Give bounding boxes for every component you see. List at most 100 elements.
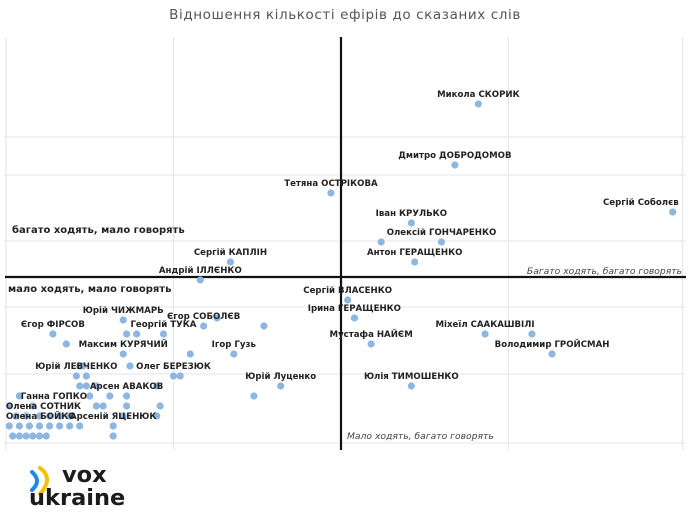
scatter-point	[76, 422, 84, 430]
quadrant-label-top-left: багато ходять, мало говорять	[12, 224, 185, 236]
point-label: Георгій ТУКА	[130, 319, 196, 330]
scatter-point	[344, 296, 352, 304]
scatter-point	[15, 422, 23, 430]
scatter-point	[72, 372, 80, 380]
quadrant-label-bottom-left: мало ходять, мало говорять	[8, 284, 171, 295]
point-label: Міхеїл СААКАШВІЛІ	[436, 319, 535, 330]
vox-ukraine-logo	[30, 466, 49, 496]
point-label: Максим КУРЯЧИЙ	[79, 338, 168, 350]
scatter-point	[35, 412, 44, 420]
axes	[5, 37, 686, 450]
point-label: Ірина ГЕРАЩЕНКО	[308, 304, 401, 314]
scatter-point	[99, 402, 107, 410]
logo-line-ukraine: ukraine	[29, 485, 126, 511]
scatter-point	[200, 322, 208, 330]
point-label: Олег БЕРЕЗЮК	[136, 362, 211, 372]
scatter-point	[196, 276, 204, 284]
point-label: Микола СКОРИК	[437, 90, 520, 100]
scatter-point	[29, 432, 37, 440]
scatter-point	[22, 412, 30, 420]
scatter-point	[350, 314, 358, 322]
scatter-point	[213, 314, 221, 322]
scatter-point	[109, 432, 117, 440]
scatter-point	[76, 382, 84, 390]
point-labels: Микола СКОРИК Дмитро ДОБРОДОМОВ Тетяна ОСТ…	[6, 90, 679, 422]
scatter-point	[327, 189, 335, 197]
point-label: Олексій ГОНЧАРЕНКО	[387, 227, 497, 238]
scatter-point	[119, 350, 127, 358]
point-label: Олена СОТНИК	[6, 402, 81, 412]
point-label: Ігор Гузь	[212, 340, 257, 350]
scatter-point	[56, 412, 64, 420]
scatter-point	[82, 382, 90, 390]
scatter-point	[250, 392, 258, 400]
scatter-point	[92, 382, 101, 390]
point-label: Юрій ЛЕВЧЕНКО	[35, 361, 117, 372]
scatter-point	[474, 100, 482, 108]
scatter-point	[123, 392, 131, 400]
scatter-point	[66, 422, 74, 430]
point-label: Мустафа НАЙЄМ	[330, 328, 413, 340]
point-label: Олена БОЙКО	[6, 410, 76, 422]
scatter-point	[367, 340, 375, 348]
scatter-point	[5, 422, 13, 430]
point-label: Дмитро ДОБРОДОМОВ	[398, 151, 511, 161]
scatter-point	[669, 208, 677, 216]
point-label: Арсен АВАКОВ	[90, 382, 163, 392]
scatter-point	[156, 402, 164, 410]
scatter-point	[25, 422, 34, 430]
scatter-point	[45, 412, 54, 420]
points	[5, 100, 677, 440]
scatter-point	[437, 238, 446, 246]
scatter-point	[159, 330, 168, 338]
scatter-point	[119, 316, 127, 324]
scatter-point	[45, 422, 54, 430]
scatter-point	[123, 402, 131, 410]
scatter-point	[407, 382, 415, 390]
scatter-point	[230, 350, 238, 358]
scatter-point	[133, 330, 141, 338]
logo-line-vox: vox	[62, 462, 107, 488]
scatter-point	[15, 392, 23, 400]
scatter-point	[407, 219, 415, 227]
scatter-point	[169, 372, 178, 380]
scatter-point	[79, 362, 87, 370]
point-label: Володимир ГРОЙСМАН	[495, 338, 610, 350]
scatter-point	[411, 258, 419, 266]
point-label: Сергій Соболєв	[603, 197, 679, 208]
scatter-point	[9, 432, 17, 440]
scatter-point	[86, 392, 94, 400]
scatter-point	[15, 432, 23, 440]
scatter-point	[42, 432, 50, 440]
scatter-point	[29, 402, 37, 410]
point-label: Іван КРУЛЬКО	[376, 209, 447, 219]
scatter-point	[126, 362, 134, 370]
scatter-point	[109, 422, 117, 430]
point-label: Антон ГЕРАЩЕНКО	[367, 248, 462, 258]
chart-title: Відношення кількості ефірів до сказаних …	[169, 7, 521, 23]
point-label: Юрій ЧИЖМАРЬ	[83, 305, 164, 316]
scatter-point	[176, 372, 184, 380]
scatter-point	[548, 350, 556, 358]
scatter-point	[106, 392, 114, 400]
scatter-point	[35, 422, 44, 430]
grid	[4, 37, 686, 450]
scatter-point	[49, 330, 57, 338]
quadrant-label-bottom-right: Мало ходять, багато говорять	[347, 431, 494, 442]
scatter-point	[62, 340, 70, 348]
scatter-point	[66, 412, 74, 420]
quadrant-label-top-right: Багато ходять, багато говорять	[527, 266, 682, 277]
scatter-point	[528, 330, 536, 338]
point-label: Сергій КАПЛІН	[194, 247, 267, 258]
point-label: Єгор СОБОЛЄВ	[167, 312, 240, 322]
scatter-point	[153, 382, 161, 390]
point-label: Тетяна ОСТРІКОВА	[284, 179, 378, 189]
point-label: Юрій Луценко	[245, 371, 316, 382]
scatter-point	[22, 432, 30, 440]
scatter-point	[186, 350, 194, 358]
logo-wordmark: vox ukraine	[29, 462, 125, 510]
scatter-point	[56, 422, 64, 430]
scatter-point	[481, 330, 489, 338]
scatter-point	[153, 412, 161, 420]
point-label: Арсеній ЯЦЕНЮК	[70, 411, 156, 422]
